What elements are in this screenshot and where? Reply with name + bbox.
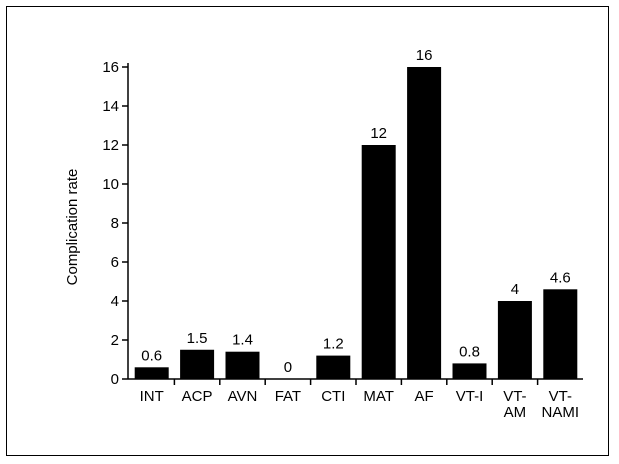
x-tick-label: FAT [275, 388, 301, 405]
x-tick-label: NAMI [542, 404, 580, 421]
x-tick-label: VT- [549, 388, 572, 405]
bar-value-label: 0 [284, 359, 292, 376]
bar-value-label: 1.4 [232, 332, 253, 349]
bar-value-label: 4 [511, 281, 519, 298]
y-tick-label: 12 [102, 137, 119, 154]
chart-frame [6, 6, 609, 456]
bar-value-label: 0.6 [141, 347, 162, 364]
y-axis: 0 2 4 6 8 10 12 14 16 [102, 59, 129, 388]
x-axis [128, 378, 583, 385]
x-tick-label: ACP [182, 388, 213, 405]
y-tick-label: 4 [111, 293, 119, 310]
y-tick-label: 10 [102, 176, 119, 193]
bar-value-label: 1.2 [323, 336, 344, 353]
x-tick-label: INT [140, 388, 164, 405]
bar [497, 301, 532, 379]
bar-value-label: 12 [370, 125, 387, 142]
x-tick-label: VT-I [456, 388, 484, 405]
bar-value-label: 16 [416, 47, 433, 64]
x-tick-label: AF [415, 388, 434, 405]
y-tick-label: 6 [111, 254, 119, 271]
y-tick-label: 8 [111, 215, 119, 232]
x-tick-label: VT- [503, 388, 526, 405]
bar [361, 145, 396, 379]
bar [225, 351, 260, 379]
y-axis-label: Complication rate [64, 169, 81, 286]
x-tick-label: AVN [228, 388, 258, 405]
x-tick-label: CTI [321, 388, 345, 405]
x-tick-label: MAT [363, 388, 394, 405]
x-tick-label: AM [504, 404, 527, 421]
bar [316, 355, 351, 379]
bar [543, 289, 578, 379]
y-tick-label: 16 [102, 59, 119, 76]
bars [134, 67, 578, 379]
bar [180, 349, 215, 379]
bar-value-label: 0.8 [459, 343, 480, 360]
bar-value-label: 1.5 [187, 330, 208, 347]
bar [134, 367, 169, 379]
bar-value-label: 4.6 [550, 269, 571, 286]
y-tick-label: 14 [102, 98, 119, 115]
bar [407, 67, 442, 379]
y-tick-label: 2 [111, 332, 119, 349]
y-tick-label: 0 [111, 371, 119, 388]
bar-value-labels: 0.6 1.5 1.4 0 1.2 12 16 0.8 4 4.6 [141, 47, 570, 376]
bar [452, 363, 487, 379]
